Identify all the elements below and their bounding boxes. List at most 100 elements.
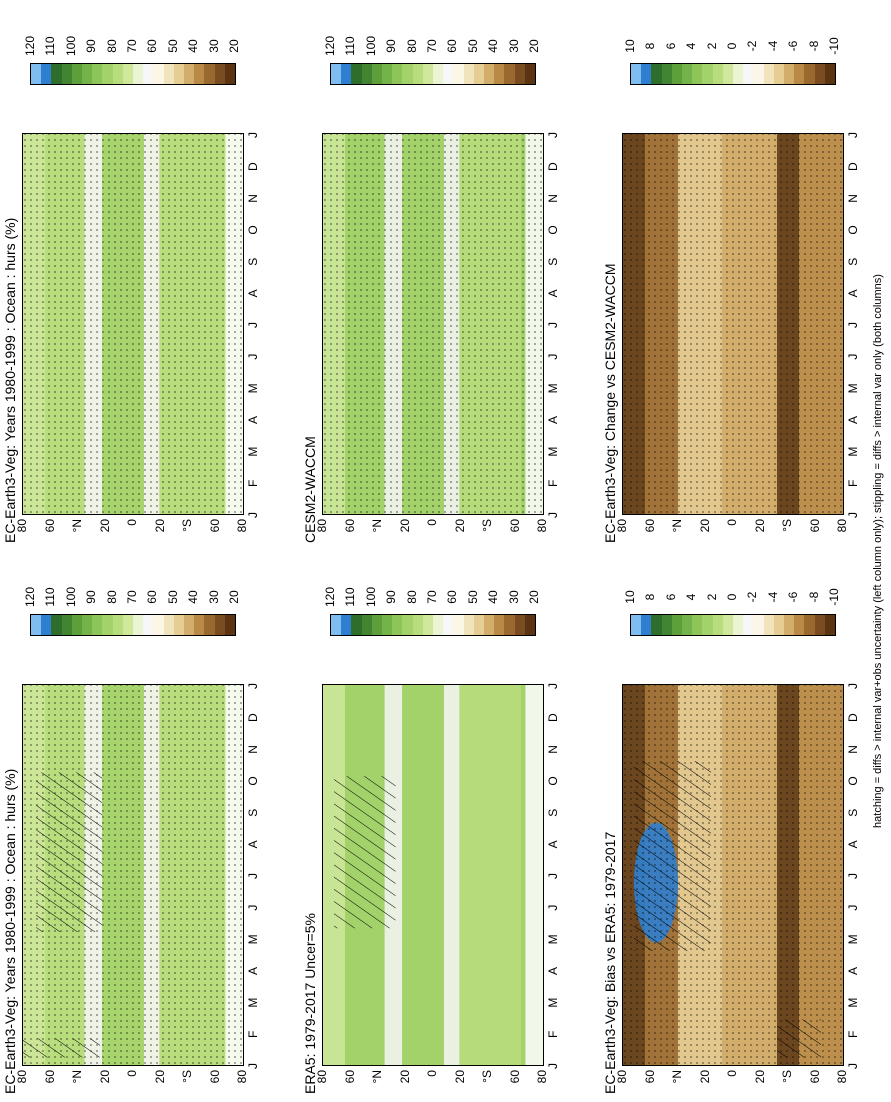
x-tick-label: J bbox=[846, 132, 860, 138]
colorbar-swatch bbox=[682, 64, 693, 84]
colorbar-label: 90 bbox=[384, 590, 399, 604]
colorbar-swatch bbox=[712, 615, 724, 635]
colorbar-swatch bbox=[784, 615, 795, 635]
colorbar-label: 40 bbox=[486, 39, 501, 53]
y-tick-label: °N bbox=[70, 1070, 84, 1084]
colorbar-swatch bbox=[712, 64, 724, 84]
panel-title: EC-Earth3-Veg: Years 1980-1999 : Ocean :… bbox=[2, 768, 18, 1094]
colorbar-swatch bbox=[814, 615, 826, 635]
x-tick-label: F bbox=[546, 1030, 560, 1039]
panel-title: EC-Earth3-Veg: Bias vs ERA5: 1979-2017 bbox=[602, 831, 618, 1094]
x-tick-label: D bbox=[846, 162, 860, 172]
x-tick-label: M bbox=[546, 383, 560, 394]
y-tick-label: 0 bbox=[425, 519, 439, 526]
colorbar-swatch bbox=[351, 64, 363, 84]
x-tick-label: O bbox=[246, 225, 260, 235]
hatching-overlay bbox=[634, 761, 711, 951]
colorbar-swatch bbox=[82, 64, 93, 84]
colorbar-swatch bbox=[61, 615, 73, 635]
x-tick-label: O bbox=[546, 776, 560, 786]
colorbar-label: -10 bbox=[827, 37, 841, 55]
colorbar-swatch bbox=[422, 615, 434, 635]
y-tick-label: 60 bbox=[807, 519, 822, 533]
colorbar-label: 110 bbox=[43, 587, 58, 607]
y-tick-label: °S bbox=[780, 519, 794, 532]
colorbar-swatch bbox=[784, 64, 795, 84]
colorbar-swatch bbox=[382, 615, 393, 635]
colorbar-swatch bbox=[661, 615, 673, 635]
colorbar-label: 80 bbox=[104, 590, 119, 604]
x-tick-label: M bbox=[546, 934, 560, 945]
y-tick-label: 20 bbox=[697, 519, 712, 533]
colorbar bbox=[630, 63, 836, 85]
hatching-overlay bbox=[23, 1038, 100, 1058]
colorbar-swatch bbox=[71, 64, 83, 84]
colorbar-swatch bbox=[453, 615, 465, 635]
y-tick-label: °S bbox=[480, 1070, 494, 1083]
colorbar-swatch bbox=[463, 64, 475, 84]
colorbar-swatch bbox=[351, 615, 363, 635]
x-tick-label: S bbox=[546, 257, 560, 266]
colorbar-swatch bbox=[92, 64, 103, 84]
colorbar-label: 60 bbox=[445, 39, 460, 53]
colorbar-swatch bbox=[504, 615, 516, 635]
colorbar-swatch bbox=[173, 64, 185, 84]
colorbar-swatch bbox=[204, 615, 216, 635]
colorbar-swatch bbox=[494, 64, 505, 84]
colorbar-label: -8 bbox=[806, 40, 821, 52]
colorbar-swatch bbox=[224, 615, 236, 635]
x-tick-label: A bbox=[246, 289, 260, 298]
colorbar-swatch bbox=[331, 64, 342, 84]
figure-footnote: hatching = diffs > internal var+obs unce… bbox=[872, 274, 884, 828]
x-tick-label: J bbox=[846, 322, 860, 328]
colorbar-label: 30 bbox=[506, 39, 521, 53]
colorbar-label: 60 bbox=[145, 590, 160, 604]
colorbar-label: 90 bbox=[384, 39, 399, 53]
x-tick-label: A bbox=[546, 967, 560, 976]
colorbar-label: 100 bbox=[363, 35, 378, 57]
colorbar-swatch bbox=[71, 615, 83, 635]
colorbar bbox=[630, 614, 836, 636]
x-tick-label: F bbox=[846, 479, 860, 488]
y-tick-label: 0 bbox=[425, 1070, 439, 1077]
colorbar-swatch bbox=[743, 64, 754, 84]
colorbar-swatch bbox=[194, 64, 205, 84]
colorbar-swatch bbox=[382, 64, 393, 84]
plot-area bbox=[622, 684, 844, 1066]
colorbar-swatch bbox=[41, 64, 52, 84]
colorbar-swatch bbox=[631, 64, 642, 84]
plot-area bbox=[22, 133, 244, 515]
x-tick-label: S bbox=[246, 257, 260, 266]
x-tick-label: J bbox=[546, 1063, 560, 1069]
colorbar-label: 8 bbox=[643, 593, 658, 601]
x-tick-label: O bbox=[546, 225, 560, 235]
colorbar-label: 30 bbox=[506, 590, 521, 604]
x-tick-label: J bbox=[246, 512, 260, 518]
colorbar-label: 90 bbox=[84, 590, 99, 604]
panel-bias-vs-era5: EC-Earth3-Veg: Bias vs ERA5: 1979-2017 8… bbox=[600, 551, 870, 1102]
x-tick-label: J bbox=[846, 353, 860, 360]
y-tick-label: 60 bbox=[507, 1070, 522, 1084]
x-tick-label: O bbox=[846, 225, 860, 235]
y-tick-label: 20 bbox=[97, 519, 112, 533]
colorbar-swatch bbox=[163, 64, 175, 84]
colorbar-label: 100 bbox=[63, 586, 78, 608]
x-tick-label: F bbox=[846, 1030, 860, 1039]
x-tick-label: M bbox=[246, 446, 260, 457]
colorbar-swatch bbox=[753, 615, 765, 635]
colorbar bbox=[30, 614, 236, 636]
y-tick-label: 80 bbox=[315, 1070, 329, 1084]
colorbar-swatch bbox=[371, 64, 383, 84]
y-tick-label: °S bbox=[480, 519, 494, 532]
colorbar-label: 100 bbox=[63, 35, 78, 57]
plot-area bbox=[22, 684, 244, 1066]
x-tick-label: D bbox=[246, 713, 260, 723]
y-tick-label: 60 bbox=[642, 519, 657, 533]
colorbar-label: 4 bbox=[684, 42, 699, 50]
colorbar-swatch bbox=[224, 64, 236, 84]
colorbar-swatch bbox=[51, 64, 63, 84]
colorbar-label: -4 bbox=[765, 40, 780, 52]
x-tick-label: D bbox=[546, 713, 560, 723]
hatching-overlay bbox=[777, 1019, 821, 1058]
colorbar-swatch bbox=[412, 64, 424, 84]
